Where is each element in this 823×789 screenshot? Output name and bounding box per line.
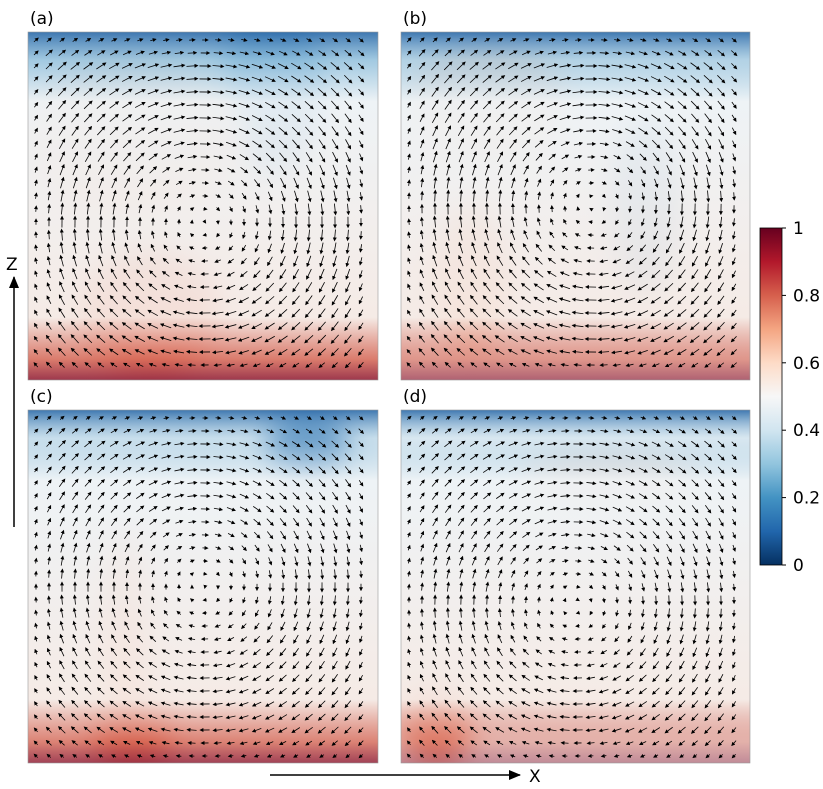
panel: (d) xyxy=(401,387,750,768)
velocity-arrow xyxy=(575,40,581,41)
panel: (c) xyxy=(28,387,378,765)
panel-gradient-layer xyxy=(28,410,378,763)
colorbar-tick-label: 1 xyxy=(793,219,804,239)
panel-gradient-layer xyxy=(401,410,750,763)
velocity-arrow xyxy=(721,609,722,618)
panel-field xyxy=(401,410,750,768)
velocity-arrow xyxy=(617,597,618,602)
colorbar-tick-label: 0 xyxy=(793,556,804,576)
colorbar-tick-label: 0.8 xyxy=(793,286,820,306)
colorbar xyxy=(760,228,782,565)
velocity-arrow xyxy=(734,192,735,199)
colorbar-tick-label: 0.2 xyxy=(793,489,820,509)
velocity-arrow xyxy=(203,235,206,236)
z-label: Z xyxy=(6,255,18,275)
velocity-arrow xyxy=(617,207,618,211)
x-label: X xyxy=(529,767,541,785)
velocity-arrow xyxy=(361,597,362,603)
velocity-arrow xyxy=(565,207,566,212)
panel: (a) xyxy=(23,0,378,380)
panel-gradient-layer xyxy=(28,32,378,380)
panel-field xyxy=(28,405,378,764)
panel-label: (a) xyxy=(30,9,54,29)
panel-label: (c) xyxy=(30,387,53,407)
velocity-arrow xyxy=(205,586,206,588)
velocity-arrow xyxy=(361,571,362,577)
colorbar-tick-label: 0.6 xyxy=(793,354,820,374)
velocity-arrow xyxy=(561,743,568,744)
panel-gradient-layer xyxy=(401,32,750,380)
colorbar-tick-label: 0.4 xyxy=(793,421,820,441)
velocity-arrow xyxy=(188,431,195,432)
panel-label: (d) xyxy=(403,387,427,407)
panel-field xyxy=(401,32,750,380)
panel-field xyxy=(23,0,378,380)
velocity-arrow xyxy=(188,53,197,54)
velocity-arrow xyxy=(539,598,540,603)
velocity-arrow xyxy=(361,231,362,239)
velocity-arrow xyxy=(590,196,593,197)
panel: (b) xyxy=(401,9,750,380)
panel-label: (b) xyxy=(403,9,427,29)
velocity-arrow xyxy=(188,365,195,366)
velocity-arrow xyxy=(409,585,410,590)
